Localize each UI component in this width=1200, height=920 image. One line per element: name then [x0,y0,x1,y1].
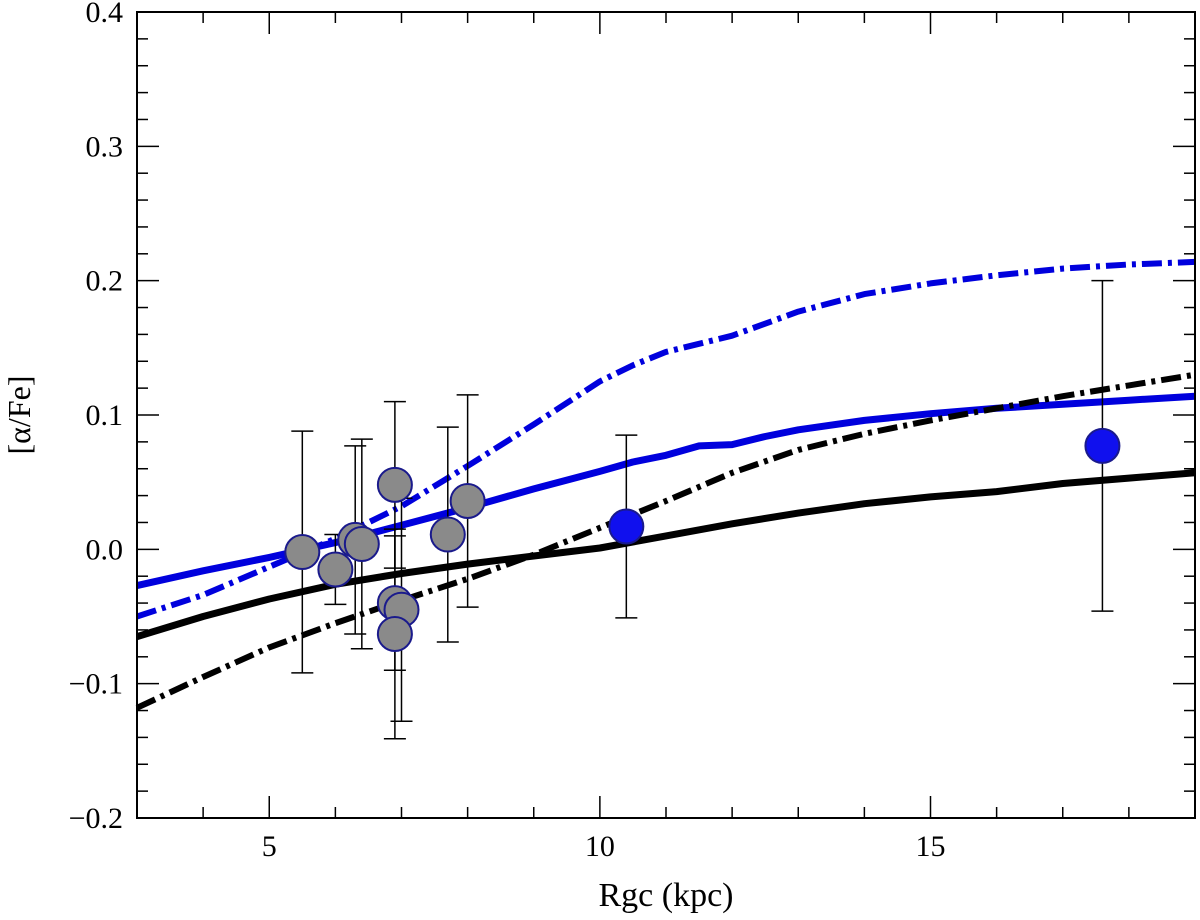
plot-frame [136,11,1196,819]
model-lines [135,258,1196,711]
y-tick-label: −0.1 [69,668,123,701]
y-tick-label: 0.4 [86,0,124,29]
point-gray-clusters-3 [343,525,380,562]
x-axis-label: Rgc (kpc) [598,877,733,914]
line-black-dashdot-model [135,371,1196,711]
y-tick-label: 0.2 [86,265,124,298]
error-bars [291,279,1114,740]
point-blue-clusters-1 [1084,427,1121,464]
y-tick-label: 0.1 [86,399,124,432]
x-tick-label: 10 [585,830,615,863]
point-gray-clusters-9 [449,482,486,519]
point-gray-clusters-0 [284,534,321,571]
point-gray-clusters-1 [317,551,354,588]
x-tick-label: 5 [262,830,277,863]
y-tick-label: −0.2 [69,802,123,835]
point-gray-clusters-7 [376,615,413,652]
x-tick-label: 15 [916,830,946,863]
line-blue-dashdot-model [136,258,1196,620]
y-axis-label: [α/Fe] [1,376,37,455]
axis-ticks [136,11,1196,819]
point-gray-clusters-8 [429,516,466,553]
line-black-solid-model [135,469,1196,640]
data-points [284,427,1121,652]
point-blue-clusters-0 [608,508,645,545]
y-tick-label: 0.0 [86,533,124,566]
tick-labels: 5 10 15 −0.2 −0.1 0.0 0.1 0.2 0.3 0.4 [69,0,946,863]
point-gray-clusters-4 [376,466,413,503]
y-tick-label: 0.3 [86,130,124,163]
